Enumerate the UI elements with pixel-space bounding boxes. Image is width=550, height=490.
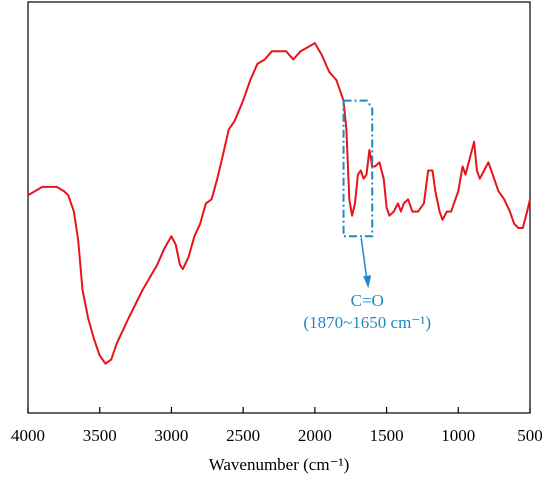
spectrum-line	[27, 42, 531, 365]
annotation-arrowhead	[363, 275, 372, 289]
annotation-text: C=O	[351, 291, 384, 310]
x-tick-label: 2000	[298, 426, 332, 445]
x-tick-label: 3000	[154, 426, 188, 445]
x-axis-label: Wavenumber (cm⁻¹)	[209, 455, 350, 474]
annotation-arrow	[360, 238, 368, 283]
x-tick-label: 1500	[370, 426, 404, 445]
plot-frame	[27, 1, 531, 414]
annotation-box	[342, 99, 374, 238]
x-tick-label: 3500	[83, 426, 117, 445]
x-tick-label: 2500	[226, 426, 260, 445]
annotation-range: (1870~1650 cm⁻¹)	[303, 313, 431, 332]
x-tick-label: 500	[517, 426, 543, 445]
x-tick-label: 4000	[11, 426, 45, 445]
x-tick-label: 1000	[441, 426, 475, 445]
